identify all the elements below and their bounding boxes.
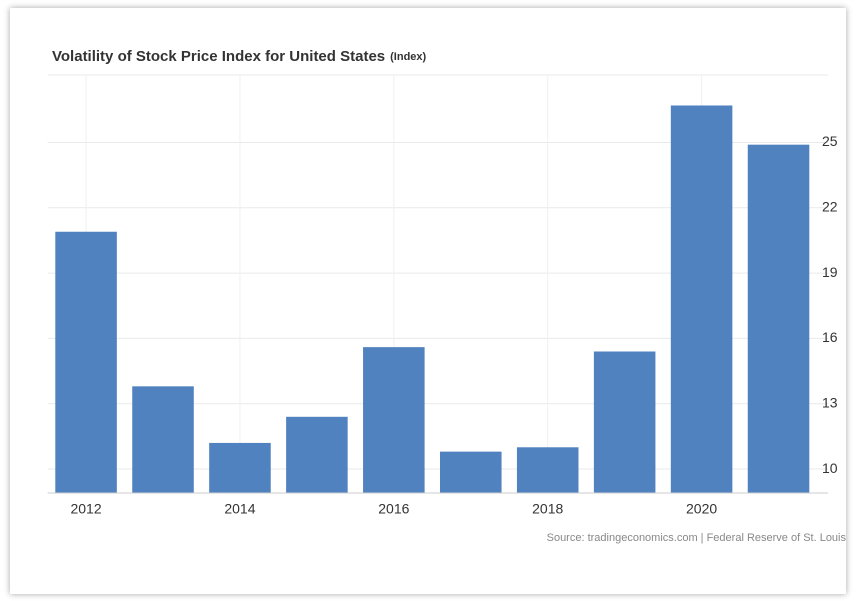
- y-tick-label: 10: [822, 460, 838, 476]
- y-tick-label: 19: [822, 264, 838, 280]
- x-tick-label: 2018: [532, 501, 563, 517]
- bar: [516, 447, 579, 493]
- bar: [286, 416, 348, 493]
- x-tick-label: 2016: [378, 501, 409, 517]
- bar: [209, 442, 271, 493]
- bar: [132, 386, 194, 493]
- chart-title: Volatility of Stock Price Index for Unit…: [52, 48, 427, 65]
- x-tick-label: 2020: [686, 501, 717, 517]
- bar: [747, 144, 810, 493]
- bar: [439, 451, 502, 493]
- title-unit: (Index): [390, 51, 426, 63]
- bar: [55, 231, 117, 493]
- x-tick-label: 2012: [70, 501, 101, 517]
- x-tick-label: 2014: [224, 501, 255, 517]
- y-tick-label: 25: [822, 133, 838, 149]
- source: Source: tradingeconomics.com | Federal R…: [547, 532, 847, 544]
- bar: [670, 105, 733, 494]
- bar: [363, 347, 425, 493]
- y-tick-label: 16: [822, 329, 838, 345]
- y-tick-label: 22: [822, 199, 838, 215]
- y-tick-label: 13: [822, 394, 838, 410]
- title-main: Volatility of Stock Price Index for Unit…: [52, 48, 385, 65]
- bar: [593, 351, 656, 493]
